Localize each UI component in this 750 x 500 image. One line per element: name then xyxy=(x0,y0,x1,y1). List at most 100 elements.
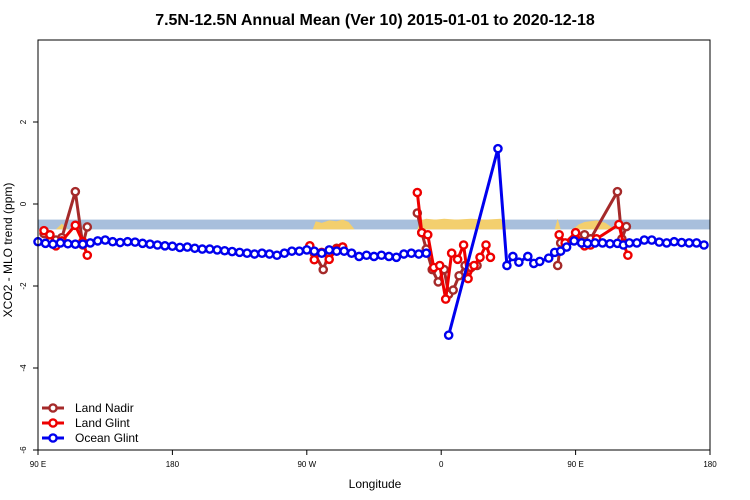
x-tick-label: 180 xyxy=(166,460,180,469)
data-point-ocean-glint xyxy=(85,238,96,248)
data-point-ocean-glint xyxy=(107,236,118,247)
data-point-ocean-glint xyxy=(691,238,702,248)
data-point-land-glint xyxy=(309,254,320,265)
data-point-ocean-glint xyxy=(569,236,579,246)
data-point-land-nadir xyxy=(552,260,563,271)
data-point-ocean-glint xyxy=(632,238,642,248)
data-point-ocean-glint xyxy=(443,330,454,341)
legend-label-land-glint: Land Glint xyxy=(75,416,130,430)
data-point-ocean-glint xyxy=(502,260,512,271)
data-point-ocean-glint xyxy=(219,245,230,256)
y-axis-label: XCO2 - MLO trend (ppm) xyxy=(1,183,15,318)
data-point-ocean-glint xyxy=(354,251,364,262)
y-tick-label: -6 xyxy=(19,446,28,454)
data-point-land-nadir xyxy=(70,186,81,197)
land-profile-layer xyxy=(55,218,615,230)
data-point-ocean-glint xyxy=(639,235,650,245)
x-tick-label: 90 E xyxy=(567,460,583,469)
data-point-land-glint xyxy=(481,240,491,250)
data-point-land-glint xyxy=(446,248,457,258)
data-point-ocean-glint xyxy=(160,241,170,251)
data-point-ocean-glint xyxy=(406,248,417,258)
data-point-land-glint xyxy=(324,254,335,265)
data-point-ocean-glint xyxy=(115,237,125,248)
x-axis-ticks: 90 E 180 90 W 0 90 E 180 xyxy=(30,450,717,469)
series-ocean-glint xyxy=(33,143,709,341)
data-point-ocean-glint xyxy=(369,251,379,262)
data-point-ocean-glint xyxy=(40,238,51,249)
data-point-ocean-glint xyxy=(376,250,387,261)
data-point-land-glint xyxy=(485,252,496,263)
data-point-ocean-glint xyxy=(264,249,275,259)
data-point-ocean-glint xyxy=(605,238,615,249)
land-profile-segment xyxy=(312,219,355,230)
y-tick-label: 0 xyxy=(19,201,28,206)
data-point-ocean-glint xyxy=(493,143,503,154)
data-point-land-glint xyxy=(475,252,485,263)
data-point-ocean-glint xyxy=(182,242,193,252)
data-point-ocean-glint xyxy=(324,245,335,255)
data-point-ocean-glint xyxy=(654,237,665,247)
data-point-ocean-glint xyxy=(234,247,245,258)
land-profile-segment xyxy=(572,220,615,230)
y-axis-ticks: -6 -4 -2 0 2 xyxy=(19,119,38,454)
data-point-land-nadir xyxy=(612,186,623,197)
data-point-ocean-glint xyxy=(361,250,372,261)
data-point-ocean-glint xyxy=(661,238,672,248)
reference-band-layer xyxy=(38,219,710,230)
legend-marker-ocean-glint xyxy=(48,433,58,443)
data-point-ocean-glint xyxy=(346,248,357,258)
data-point-ocean-glint xyxy=(272,250,282,261)
x-tick-label: 90 E xyxy=(30,460,46,469)
data-point-ocean-glint xyxy=(399,249,409,259)
data-point-ocean-glint xyxy=(152,240,163,250)
data-point-ocean-glint xyxy=(309,246,320,256)
land-profile-segment xyxy=(554,218,561,230)
data-point-ocean-glint xyxy=(316,248,327,258)
data-point-ocean-glint xyxy=(514,257,524,268)
legend-marker-land-nadir xyxy=(48,403,58,413)
data-point-ocean-glint xyxy=(55,238,66,248)
data-point-ocean-glint xyxy=(70,239,81,249)
data-point-ocean-glint xyxy=(421,248,432,258)
data-point-land-glint xyxy=(452,254,463,265)
data-point-ocean-glint xyxy=(669,236,679,247)
data-point-ocean-glint xyxy=(287,246,297,256)
y-tick-label: -4 xyxy=(19,364,28,372)
data-point-ocean-glint xyxy=(508,251,518,262)
y-tick-label: 2 xyxy=(19,119,28,124)
data-point-land-glint xyxy=(554,229,564,240)
data-point-land-glint xyxy=(440,294,451,304)
data-point-ocean-glint xyxy=(249,249,260,259)
data-point-land-glint xyxy=(469,260,479,271)
data-point-land-nadir xyxy=(82,222,93,232)
data-point-ocean-glint xyxy=(130,237,140,247)
data-point-land-glint xyxy=(422,229,433,240)
data-point-ocean-glint xyxy=(204,244,215,254)
data-point-ocean-glint xyxy=(624,238,635,248)
series-line-land-glint xyxy=(415,192,492,301)
data-point-ocean-glint xyxy=(279,248,290,258)
data-point-ocean-glint xyxy=(543,253,554,263)
data-point-ocean-glint xyxy=(301,245,312,255)
data-point-ocean-glint xyxy=(78,239,88,249)
data-point-land-glint xyxy=(70,220,81,231)
data-point-land-glint xyxy=(570,227,581,238)
chart-title: 7.5N-12.5N Annual Mean (Ver 10) 2015-01-… xyxy=(155,12,595,29)
data-point-ocean-glint xyxy=(175,242,185,253)
legend-label-ocean-glint: Ocean Glint xyxy=(75,431,139,445)
data-point-ocean-glint xyxy=(137,238,148,249)
reference-band xyxy=(38,219,710,230)
x-tick-label: 90 W xyxy=(297,460,316,469)
data-point-ocean-glint xyxy=(189,243,200,254)
data-point-ocean-glint xyxy=(242,248,252,258)
land-profile-segment xyxy=(417,218,507,230)
data-point-ocean-glint xyxy=(48,239,58,249)
data-point-ocean-glint xyxy=(676,237,687,248)
data-point-ocean-glint xyxy=(212,245,222,255)
data-point-ocean-glint xyxy=(590,238,600,248)
data-point-ocean-glint xyxy=(684,238,694,248)
data-point-land-nadir xyxy=(318,264,329,275)
